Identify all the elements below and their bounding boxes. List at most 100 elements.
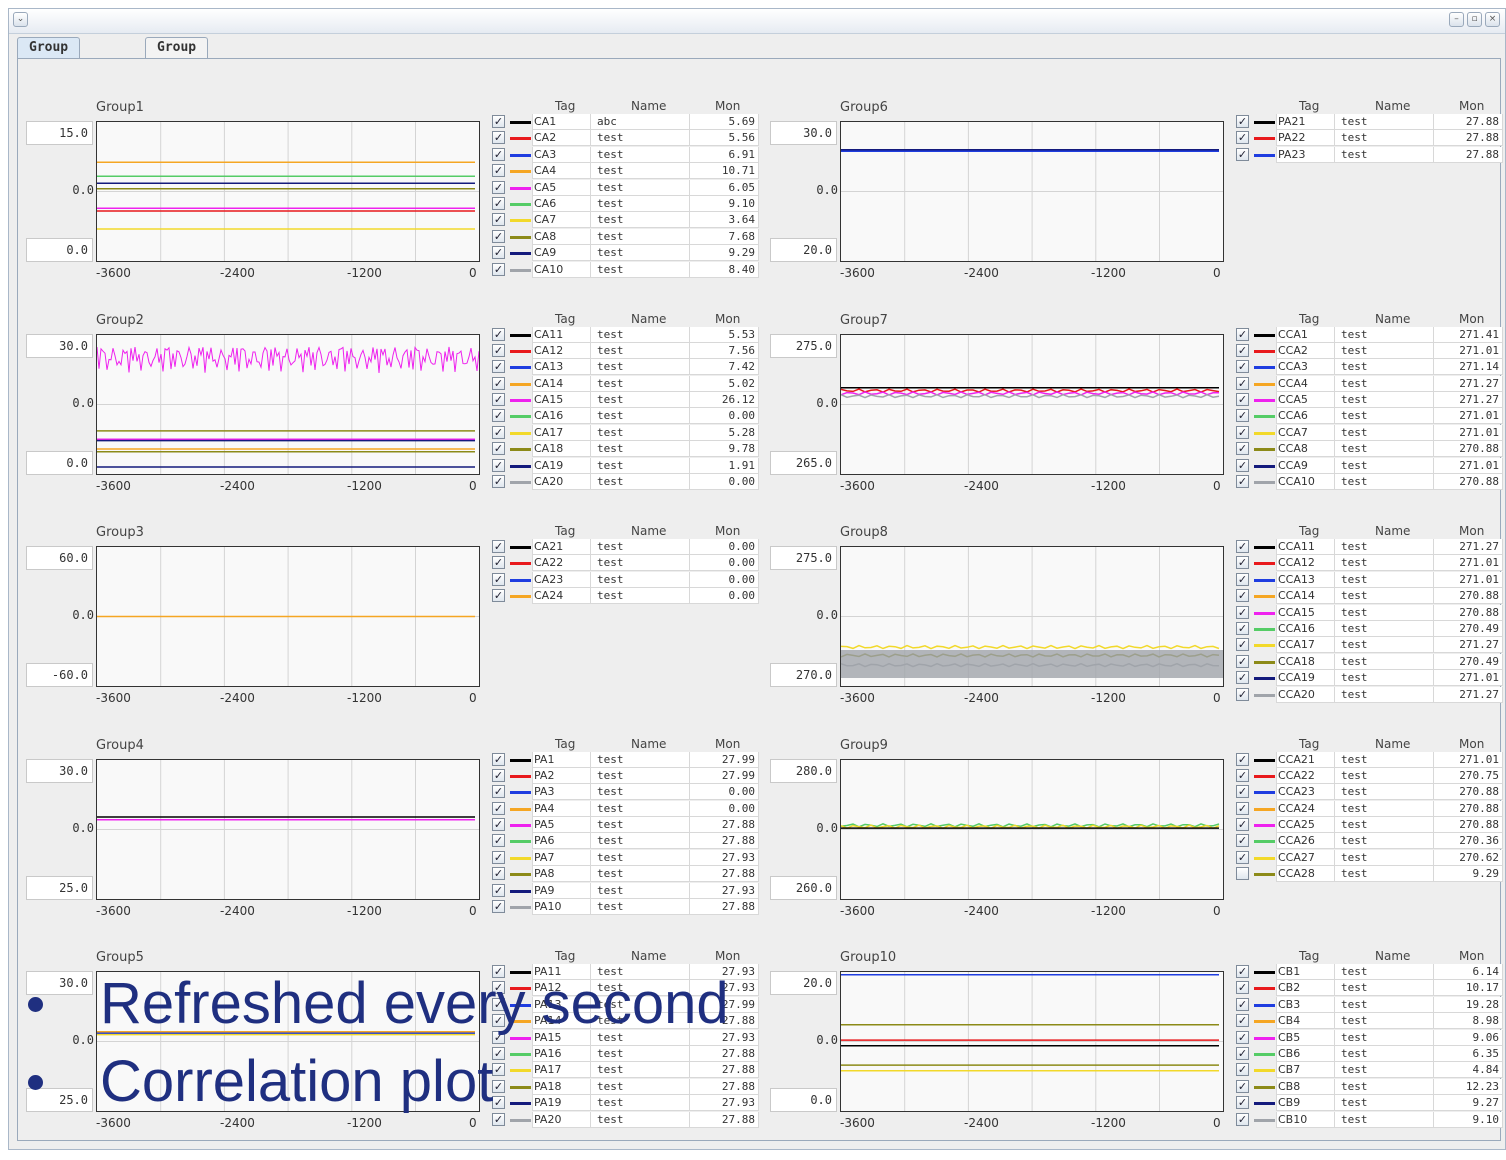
visibility-checkbox[interactable]: ✓ bbox=[1236, 376, 1249, 390]
visibility-checkbox[interactable]: ✓ bbox=[492, 246, 505, 260]
y-max-input[interactable]: 30.0 bbox=[26, 971, 93, 995]
visibility-checkbox[interactable]: ✓ bbox=[1236, 621, 1249, 635]
visibility-checkbox[interactable]: ✓ bbox=[1236, 1030, 1249, 1044]
y-min-input[interactable]: 20.0 bbox=[770, 238, 837, 262]
visibility-checkbox[interactable]: ✓ bbox=[1236, 327, 1249, 341]
trend-plot[interactable] bbox=[96, 333, 480, 475]
visibility-checkbox[interactable]: ✓ bbox=[492, 1079, 505, 1093]
visibility-checkbox[interactable]: ✓ bbox=[492, 981, 505, 995]
y-min-input[interactable]: 25.0 bbox=[26, 1088, 93, 1112]
visibility-checkbox[interactable]: ✓ bbox=[1236, 131, 1249, 145]
minimize-icon[interactable]: – bbox=[1449, 12, 1464, 27]
visibility-checkbox[interactable]: ✓ bbox=[1236, 115, 1249, 128]
visibility-checkbox[interactable]: ✓ bbox=[492, 1030, 505, 1044]
y-min-input[interactable]: 260.0 bbox=[770, 875, 837, 900]
visibility-checkbox[interactable]: ✓ bbox=[1236, 572, 1249, 586]
y-min-input[interactable]: 25.0 bbox=[26, 875, 93, 900]
visibility-checkbox[interactable]: ✓ bbox=[492, 1063, 505, 1077]
visibility-checkbox[interactable]: ✓ bbox=[492, 262, 505, 276]
visibility-checkbox[interactable]: ✓ bbox=[1236, 785, 1249, 799]
visibility-checkbox[interactable]: ✓ bbox=[492, 883, 505, 897]
visibility-checkbox[interactable]: ✓ bbox=[492, 752, 505, 766]
visibility-checkbox[interactable]: ✓ bbox=[1236, 475, 1249, 489]
y-min-input[interactable]: -60.0 bbox=[26, 663, 93, 687]
visibility-checkbox[interactable]: ✓ bbox=[1236, 981, 1249, 995]
visibility-checkbox[interactable]: ✓ bbox=[1236, 818, 1249, 832]
visibility-checkbox[interactable]: ✓ bbox=[492, 556, 505, 570]
tab-group-11-to-19[interactable]: Group 11 to 19 bbox=[145, 37, 209, 95]
visibility-checkbox[interactable]: ✓ bbox=[492, 327, 505, 341]
y-max-input[interactable]: 15.0 bbox=[26, 121, 93, 145]
visibility-checkbox[interactable]: ✓ bbox=[492, 997, 505, 1011]
visibility-checkbox[interactable]: ✓ bbox=[1236, 442, 1249, 456]
visibility-checkbox[interactable]: ✓ bbox=[1236, 425, 1249, 439]
trend-plot[interactable] bbox=[96, 121, 480, 262]
trend-plot[interactable] bbox=[840, 546, 1224, 687]
y-max-input[interactable]: 280.0 bbox=[770, 758, 837, 783]
visibility-checkbox[interactable]: ✓ bbox=[1236, 556, 1249, 570]
visibility-checkbox[interactable]: ✓ bbox=[492, 589, 505, 603]
visibility-checkbox[interactable]: ✓ bbox=[1236, 654, 1249, 668]
visibility-checkbox[interactable]: ✓ bbox=[1236, 393, 1249, 407]
visibility-checkbox[interactable]: ✓ bbox=[1236, 458, 1249, 472]
visibility-checkbox[interactable]: ✓ bbox=[492, 1112, 505, 1126]
visibility-checkbox[interactable]: ✓ bbox=[492, 164, 505, 178]
visibility-checkbox[interactable]: ✓ bbox=[1236, 1063, 1249, 1077]
visibility-checkbox[interactable]: ✓ bbox=[492, 475, 505, 489]
visibility-checkbox[interactable] bbox=[1236, 867, 1249, 881]
visibility-checkbox[interactable]: ✓ bbox=[492, 834, 505, 848]
visibility-checkbox[interactable]: ✓ bbox=[492, 1014, 505, 1028]
visibility-checkbox[interactable]: ✓ bbox=[492, 147, 505, 161]
visibility-checkbox[interactable]: ✓ bbox=[1236, 540, 1249, 553]
y-max-input[interactable]: 275.0 bbox=[770, 333, 837, 358]
visibility-checkbox[interactable]: ✓ bbox=[1236, 834, 1249, 848]
trend-plot[interactable] bbox=[840, 971, 1224, 1112]
visibility-checkbox[interactable]: ✓ bbox=[1236, 850, 1249, 864]
visibility-checkbox[interactable]: ✓ bbox=[1236, 605, 1249, 619]
visibility-checkbox[interactable]: ✓ bbox=[492, 196, 505, 210]
y-min-input[interactable]: 265.0 bbox=[770, 450, 837, 475]
visibility-checkbox[interactable]: ✓ bbox=[1236, 1079, 1249, 1093]
visibility-checkbox[interactable]: ✓ bbox=[1236, 1096, 1249, 1110]
visibility-checkbox[interactable]: ✓ bbox=[1236, 147, 1249, 161]
y-max-input[interactable]: 30.0 bbox=[770, 121, 837, 145]
visibility-checkbox[interactable]: ✓ bbox=[492, 131, 505, 145]
visibility-checkbox[interactable]: ✓ bbox=[492, 801, 505, 815]
visibility-checkbox[interactable]: ✓ bbox=[1236, 965, 1249, 978]
y-max-input[interactable]: 20.0 bbox=[770, 971, 837, 995]
close-icon[interactable]: × bbox=[1485, 12, 1500, 27]
trend-plot[interactable] bbox=[840, 333, 1224, 475]
trend-plot[interactable] bbox=[96, 971, 480, 1112]
trend-plot[interactable] bbox=[840, 758, 1224, 900]
visibility-checkbox[interactable]: ✓ bbox=[492, 343, 505, 357]
trend-plot[interactable] bbox=[840, 121, 1224, 262]
visibility-checkbox[interactable]: ✓ bbox=[492, 442, 505, 456]
visibility-checkbox[interactable]: ✓ bbox=[1236, 1112, 1249, 1126]
visibility-checkbox[interactable]: ✓ bbox=[492, 768, 505, 782]
visibility-checkbox[interactable]: ✓ bbox=[1236, 1014, 1249, 1028]
y-max-input[interactable]: 60.0 bbox=[26, 546, 93, 570]
y-min-input[interactable]: 0.0 bbox=[26, 450, 93, 475]
visibility-checkbox[interactable]: ✓ bbox=[492, 1046, 505, 1060]
y-min-input[interactable]: 270.0 bbox=[770, 663, 837, 687]
visibility-checkbox[interactable]: ✓ bbox=[492, 900, 505, 914]
visibility-checkbox[interactable]: ✓ bbox=[1236, 343, 1249, 357]
visibility-checkbox[interactable]: ✓ bbox=[492, 867, 505, 881]
visibility-checkbox[interactable]: ✓ bbox=[492, 785, 505, 799]
visibility-checkbox[interactable]: ✓ bbox=[492, 393, 505, 407]
visibility-checkbox[interactable]: ✓ bbox=[492, 572, 505, 586]
maximize-icon[interactable]: ▫ bbox=[1467, 12, 1482, 27]
visibility-checkbox[interactable]: ✓ bbox=[1236, 409, 1249, 423]
visibility-checkbox[interactable]: ✓ bbox=[492, 1096, 505, 1110]
visibility-checkbox[interactable]: ✓ bbox=[492, 360, 505, 374]
y-min-input[interactable]: 0.0 bbox=[26, 238, 93, 262]
trend-plot[interactable] bbox=[96, 758, 480, 900]
y-max-input[interactable]: 30.0 bbox=[26, 333, 93, 358]
visibility-checkbox[interactable]: ✓ bbox=[1236, 801, 1249, 815]
visibility-checkbox[interactable]: ✓ bbox=[1236, 360, 1249, 374]
y-max-input[interactable]: 30.0 bbox=[26, 758, 93, 783]
visibility-checkbox[interactable]: ✓ bbox=[1236, 589, 1249, 603]
visibility-checkbox[interactable]: ✓ bbox=[1236, 671, 1249, 685]
visibility-checkbox[interactable]: ✓ bbox=[1236, 1046, 1249, 1060]
visibility-checkbox[interactable]: ✓ bbox=[492, 376, 505, 390]
